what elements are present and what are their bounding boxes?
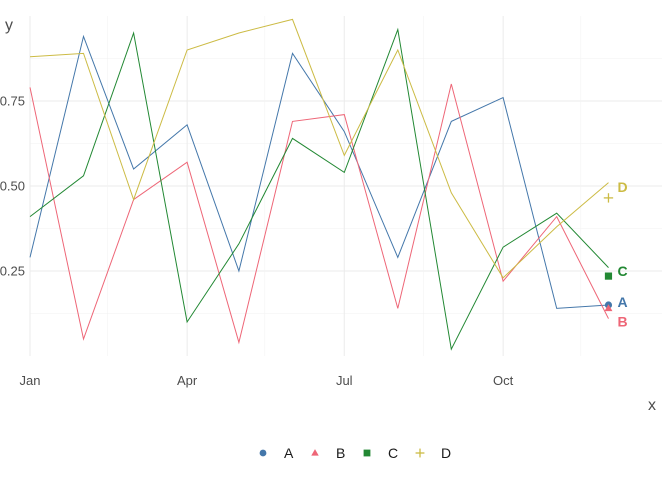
y-axis-ticks: 0.25 0.50 0.75 bbox=[0, 94, 25, 279]
end-label-b: B bbox=[617, 313, 627, 329]
legend-key-b bbox=[311, 449, 319, 456]
series-line-b bbox=[29, 83, 609, 345]
x-tick-label: Jul bbox=[336, 373, 353, 388]
end-marker-d bbox=[603, 193, 614, 203]
end-label-d: D bbox=[617, 179, 627, 195]
series-line-c bbox=[29, 27, 609, 351]
y-tick-label: 0.75 bbox=[0, 94, 25, 109]
legend-label-a: A bbox=[284, 445, 294, 461]
y-tick-label: 0.25 bbox=[0, 264, 25, 279]
grid bbox=[29, 16, 662, 356]
x-axis-ticks: Jan Apr Jul Oct bbox=[20, 373, 514, 388]
series-line-d bbox=[29, 18, 609, 279]
legend-item-a: A bbox=[259, 445, 294, 461]
legend-key-c bbox=[363, 449, 371, 457]
series-line-a bbox=[29, 34, 609, 309]
end-label-c: C bbox=[617, 263, 627, 279]
series-lines bbox=[29, 18, 609, 351]
end-label-a: A bbox=[617, 294, 627, 310]
end-labels: AB C D bbox=[617, 179, 627, 330]
legend-item-c: C bbox=[363, 445, 398, 461]
x-axis-title: x bbox=[648, 397, 656, 414]
x-tick-label: Oct bbox=[493, 373, 514, 388]
x-tick-label: Apr bbox=[177, 373, 198, 388]
legend-label-c: C bbox=[388, 445, 398, 461]
end-marker-c bbox=[604, 272, 613, 280]
end-markers bbox=[603, 193, 614, 312]
x-tick-label: Jan bbox=[20, 373, 41, 388]
legend-item-d: D bbox=[415, 445, 451, 461]
y-tick-label: 0.50 bbox=[0, 179, 25, 194]
y-axis-title: y bbox=[5, 17, 13, 34]
legend: A B C D bbox=[259, 445, 451, 461]
legend-key-a bbox=[259, 449, 267, 457]
legend-label-d: D bbox=[441, 445, 451, 461]
legend-key-d bbox=[415, 448, 425, 458]
end-marker-b bbox=[604, 304, 613, 312]
legend-label-b: B bbox=[336, 445, 345, 461]
legend-item-b: B bbox=[311, 445, 345, 461]
